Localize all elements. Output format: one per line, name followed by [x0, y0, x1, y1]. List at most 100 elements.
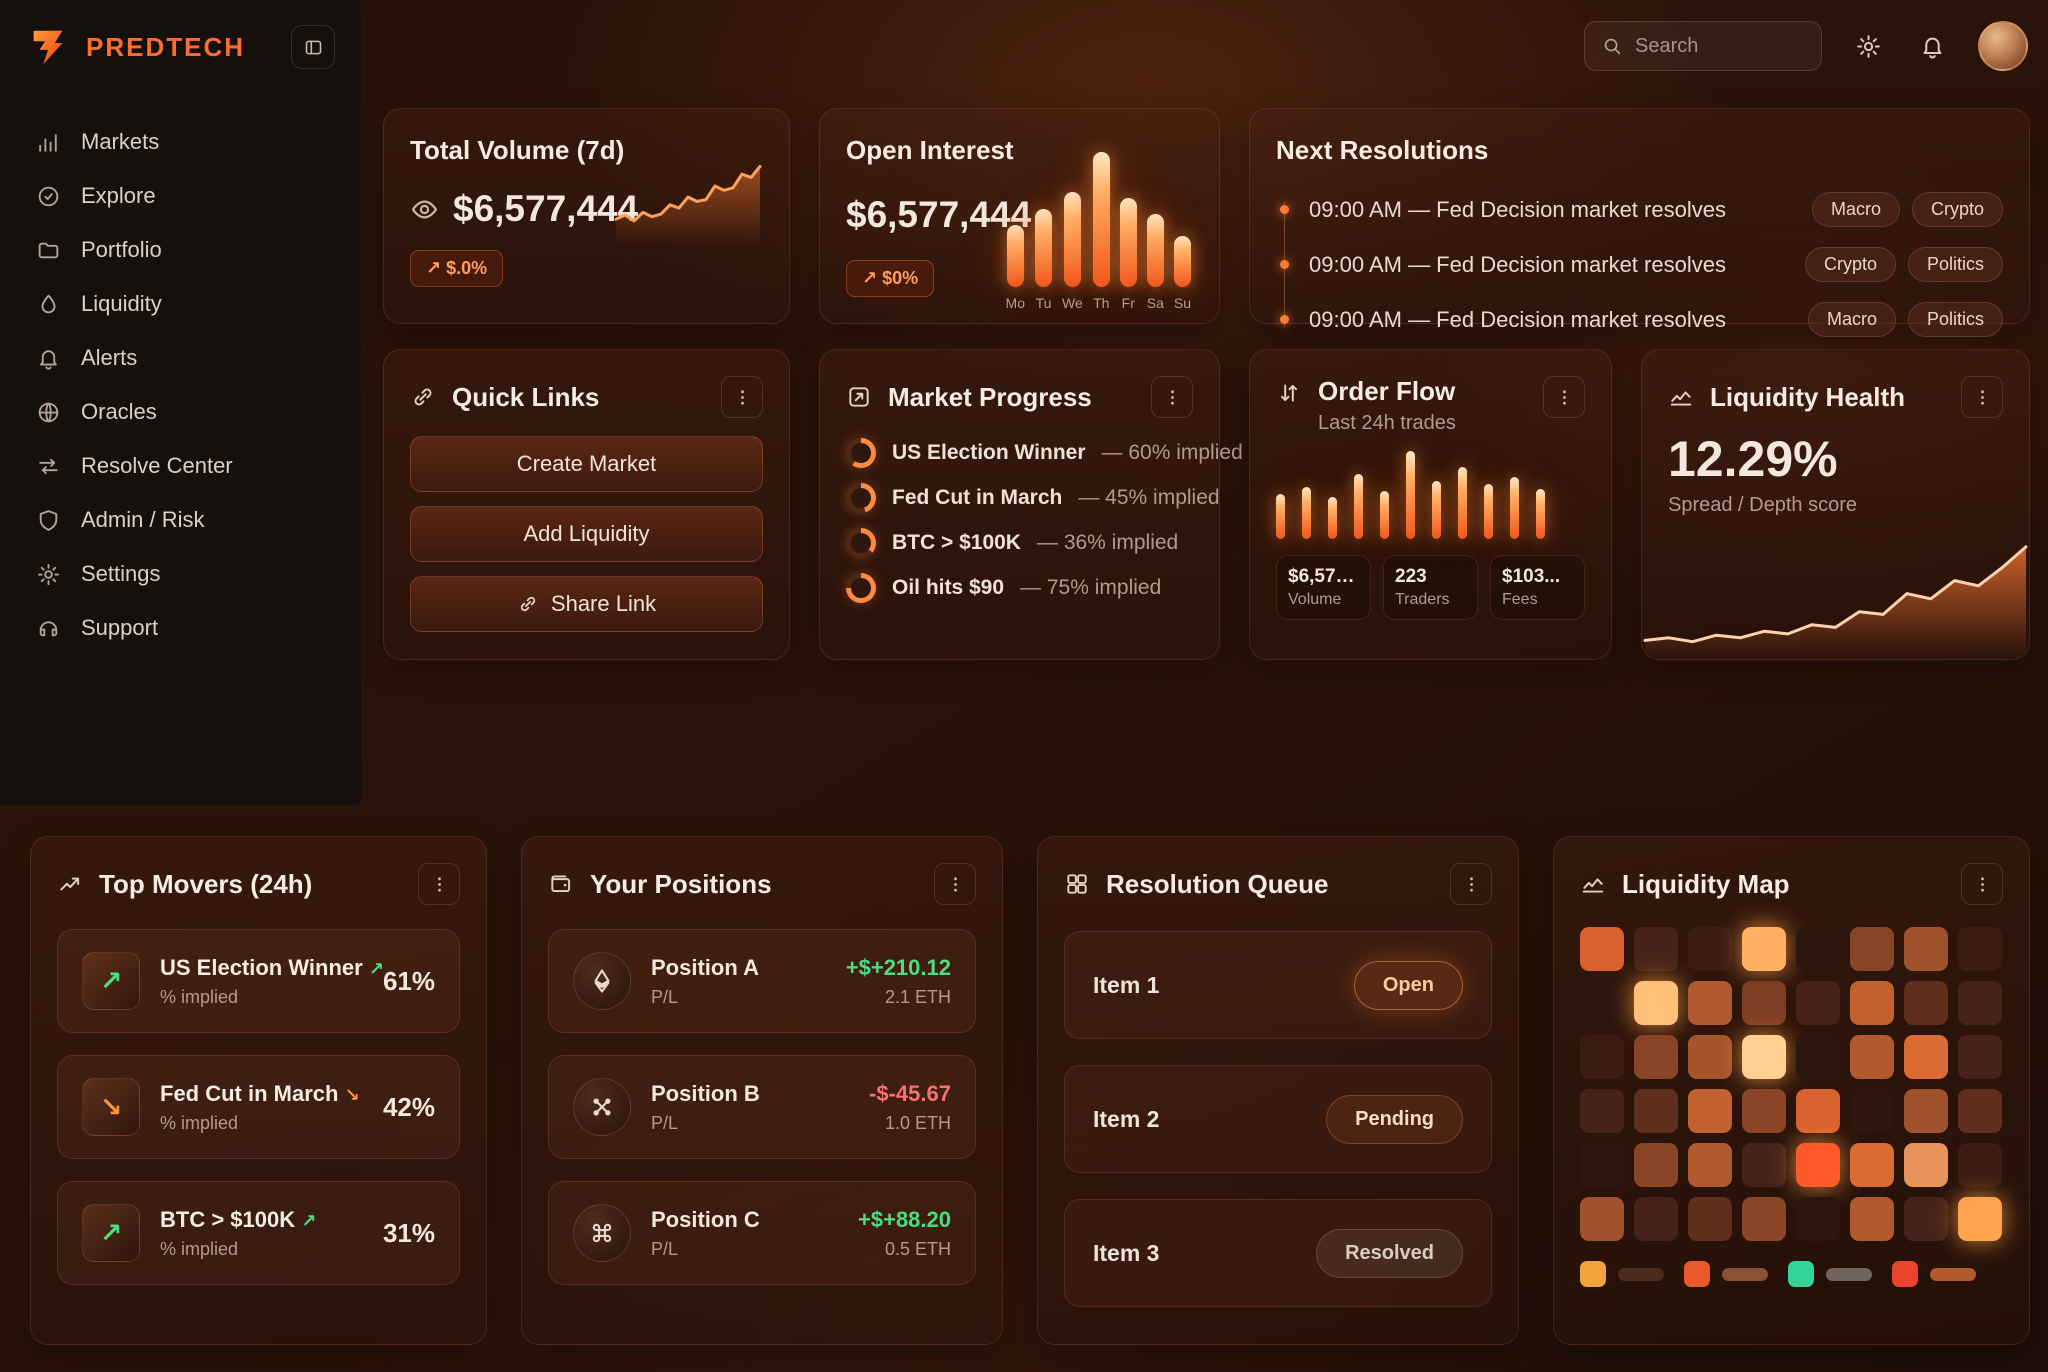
heatmap-cell[interactable] [1634, 981, 1678, 1025]
category-tag[interactable]: Crypto [1911, 192, 2003, 227]
resolution-item[interactable]: 09:00 AM — Fed Decision market resolves M… [1276, 292, 2003, 347]
category-tag[interactable]: Macro [1811, 192, 1900, 227]
heatmap-cell[interactable] [1580, 1035, 1624, 1079]
heatmap-cell[interactable] [1850, 1143, 1894, 1187]
position-item[interactable]: Position C P/L +$+88.20 0.5 ETH [548, 1181, 976, 1285]
eye-icon[interactable] [410, 195, 439, 224]
queue-item[interactable]: Item 3 Resolved [1064, 1199, 1492, 1307]
heatmap-cell[interactable] [1742, 1089, 1786, 1133]
position-avatar [573, 1204, 631, 1262]
quick-link-create-market-button[interactable]: Create Market [410, 436, 763, 492]
sidebar-item-markets[interactable]: Markets [26, 118, 335, 166]
sidebar-collapse-button[interactable] [291, 25, 335, 69]
heatmap-cell[interactable] [1796, 927, 1840, 971]
card-menu-button[interactable] [1961, 863, 2003, 905]
resolution-item[interactable]: 09:00 AM — Fed Decision market resolves C… [1276, 237, 2003, 292]
heatmap-cell[interactable] [1796, 1143, 1840, 1187]
top-mover-item[interactable]: ↗ US Election Winner ↗% implied 61% [57, 929, 460, 1033]
heatmap-cell[interactable] [1958, 1089, 2002, 1133]
category-tag[interactable]: Macro [1807, 302, 1896, 337]
card-menu-button[interactable] [418, 863, 460, 905]
heatmap-cell[interactable] [1796, 981, 1840, 1025]
heatmap-cell[interactable] [1580, 1197, 1624, 1241]
heatmap-cell[interactable] [1904, 981, 1948, 1025]
market-progress-item[interactable]: US Election Winner — 60% implied [846, 438, 1243, 468]
sidebar-item-oracles[interactable]: Oracles [26, 388, 335, 436]
market-progress-item[interactable]: Oil hits $90 — 75% implied [846, 573, 1193, 603]
heatmap-cell[interactable] [1688, 1143, 1732, 1187]
card-menu-button[interactable] [721, 376, 763, 418]
heatmap-cell[interactable] [1958, 927, 2002, 971]
trend-down-icon: ↘ [82, 1078, 140, 1136]
queue-item[interactable]: Item 1 Open [1064, 931, 1492, 1039]
heatmap-cell[interactable] [1688, 1035, 1732, 1079]
heatmap-cell[interactable] [1904, 1143, 1948, 1187]
notifications-button[interactable] [1914, 28, 1950, 64]
heatmap-cell[interactable] [1580, 1089, 1624, 1133]
heatmap-cell[interactable] [1634, 1143, 1678, 1187]
category-tag[interactable]: Crypto [1804, 247, 1896, 282]
sidebar-item-admin-risk[interactable]: Admin / Risk [26, 496, 335, 544]
sidebar-item-portfolio[interactable]: Portfolio [26, 226, 335, 274]
heatmap-cell[interactable] [1634, 1089, 1678, 1133]
heatmap-cell[interactable] [1688, 927, 1732, 971]
heatmap-cell[interactable] [1634, 1035, 1678, 1079]
heatmap-cell[interactable] [1958, 981, 2002, 1025]
sidebar-item-alerts[interactable]: Alerts [26, 334, 335, 382]
heatmap-cell[interactable] [1580, 1143, 1624, 1187]
heatmap-cell[interactable] [1742, 1035, 1786, 1079]
category-tag[interactable]: Politics [1907, 247, 2003, 282]
heatmap-cell[interactable] [1580, 981, 1624, 1025]
quick-link-add-liquidity-button[interactable]: Add Liquidity [410, 506, 763, 562]
sidebar-item-explore[interactable]: Explore [26, 172, 335, 220]
top-mover-item[interactable]: ↘ Fed Cut in March ↘% implied 42% [57, 1055, 460, 1159]
heatmap-cell[interactable] [1796, 1035, 1840, 1079]
heatmap-cell[interactable] [1742, 1197, 1786, 1241]
heatmap-cell[interactable] [1634, 1197, 1678, 1241]
heatmap-cell[interactable] [1850, 1089, 1894, 1133]
position-item[interactable]: Position B P/L -$-45.67 1.0 ETH [548, 1055, 976, 1159]
heatmap-cell[interactable] [1742, 981, 1786, 1025]
sidebar-item-support[interactable]: Support [26, 604, 335, 652]
sidebar-item-resolve-center[interactable]: Resolve Center [26, 442, 335, 490]
position-item[interactable]: Position A P/L +$+210.12 2.1 ETH [548, 929, 976, 1033]
heatmap-cell[interactable] [1742, 1143, 1786, 1187]
heatmap-cell[interactable] [1904, 927, 1948, 971]
sidebar-item-settings[interactable]: Settings [26, 550, 335, 598]
market-progress-item[interactable]: Fed Cut in March — 45% implied [846, 483, 1220, 513]
search-input[interactable] [1635, 34, 1805, 58]
sidebar-item-liquidity[interactable]: Liquidity [26, 280, 335, 328]
heatmap-cell[interactable] [1904, 1089, 1948, 1133]
heatmap-cell[interactable] [1850, 1035, 1894, 1079]
heatmap-cell[interactable] [1958, 1035, 2002, 1079]
heatmap-cell[interactable] [1796, 1089, 1840, 1133]
market-progress-item[interactable]: BTC > $100K — 36% implied [846, 528, 1193, 558]
heatmap-cell[interactable] [1850, 1197, 1894, 1241]
heatmap-cell[interactable] [1850, 981, 1894, 1025]
card-menu-button[interactable] [1543, 376, 1585, 418]
heatmap-cell[interactable] [1904, 1035, 1948, 1079]
resolution-item[interactable]: 09:00 AM — Fed Decision market resolves M… [1276, 182, 2003, 237]
heatmap-cell[interactable] [1850, 927, 1894, 971]
card-menu-button[interactable] [934, 863, 976, 905]
heatmap-cell[interactable] [1688, 1089, 1732, 1133]
heatmap-cell[interactable] [1634, 927, 1678, 971]
heatmap-cell[interactable] [1958, 1143, 2002, 1187]
card-menu-button[interactable] [1450, 863, 1492, 905]
settings-button[interactable] [1850, 28, 1886, 64]
heatmap-cell[interactable] [1580, 927, 1624, 971]
card-menu-button[interactable] [1151, 376, 1193, 418]
avatar[interactable] [1978, 21, 2028, 71]
card-menu-button[interactable] [1961, 376, 2003, 418]
top-mover-item[interactable]: ↗ BTC > $100K ↗% implied 31% [57, 1181, 460, 1285]
quick-link-share-link-button[interactable]: Share Link [410, 576, 763, 632]
queue-item[interactable]: Item 2 Pending [1064, 1065, 1492, 1173]
search-box[interactable] [1584, 21, 1822, 71]
heatmap-cell[interactable] [1958, 1197, 2002, 1241]
category-tag[interactable]: Politics [1907, 302, 2003, 337]
heatmap-cell[interactable] [1904, 1197, 1948, 1241]
heatmap-cell[interactable] [1688, 1197, 1732, 1241]
heatmap-cell[interactable] [1742, 927, 1786, 971]
heatmap-cell[interactable] [1796, 1197, 1840, 1241]
heatmap-cell[interactable] [1688, 981, 1732, 1025]
